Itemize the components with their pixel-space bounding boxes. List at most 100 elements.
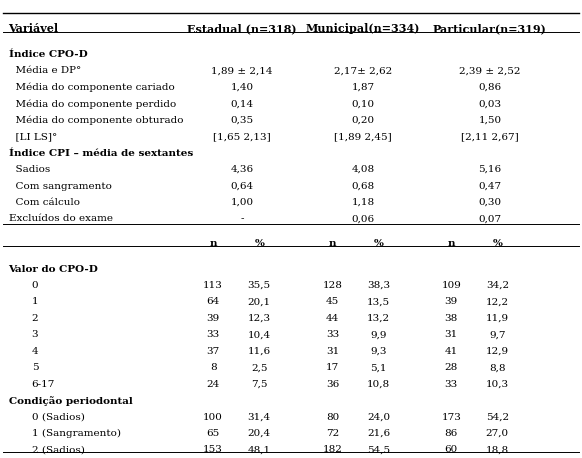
Text: 113: 113 xyxy=(203,281,223,290)
Text: 38,3: 38,3 xyxy=(367,281,390,290)
Text: 1 (Sangramento): 1 (Sangramento) xyxy=(31,429,120,438)
Text: 4,08: 4,08 xyxy=(352,165,375,174)
Text: 1,40: 1,40 xyxy=(230,83,254,92)
Text: Índice CPO-D: Índice CPO-D xyxy=(9,50,87,59)
Text: 35,5: 35,5 xyxy=(248,281,271,290)
Text: Média do componente cariado: Média do componente cariado xyxy=(9,83,174,93)
Text: 54,2: 54,2 xyxy=(486,413,509,422)
Text: 1,50: 1,50 xyxy=(478,116,502,125)
Text: 10,3: 10,3 xyxy=(486,380,509,389)
Text: 6-17: 6-17 xyxy=(31,380,55,389)
Text: 11,6: 11,6 xyxy=(248,347,271,356)
Text: 24: 24 xyxy=(207,380,220,389)
Text: 18,8: 18,8 xyxy=(486,446,509,454)
Text: 48,1: 48,1 xyxy=(248,446,271,454)
Text: 0,06: 0,06 xyxy=(352,214,375,224)
Text: Valor do CPO-D: Valor do CPO-D xyxy=(9,265,98,273)
Text: Municipal(n=334): Municipal(n=334) xyxy=(306,23,420,34)
Text: 0,07: 0,07 xyxy=(478,214,502,224)
Text: n: n xyxy=(210,239,217,248)
Text: 10,8: 10,8 xyxy=(367,380,390,389)
Text: 31: 31 xyxy=(326,347,339,356)
Text: 1,00: 1,00 xyxy=(230,198,254,207)
Text: Particular(n=319): Particular(n=319) xyxy=(433,23,546,34)
Text: 0,64: 0,64 xyxy=(230,181,254,191)
Text: 21,6: 21,6 xyxy=(367,429,390,438)
Text: 24,0: 24,0 xyxy=(367,413,390,422)
Text: %: % xyxy=(254,239,264,248)
Text: %: % xyxy=(374,239,384,248)
Text: Variável: Variável xyxy=(9,23,59,34)
Text: 10,4: 10,4 xyxy=(248,330,271,339)
Text: 54,5: 54,5 xyxy=(367,446,390,454)
Text: 0,68: 0,68 xyxy=(352,181,375,191)
Text: [1,65 2,13]: [1,65 2,13] xyxy=(213,132,271,141)
Text: 9,9: 9,9 xyxy=(370,330,387,339)
Text: n: n xyxy=(329,239,336,248)
Text: 12,9: 12,9 xyxy=(486,347,509,356)
Text: 13,5: 13,5 xyxy=(367,298,390,306)
Text: 27,0: 27,0 xyxy=(486,429,509,438)
Text: Média e DP°: Média e DP° xyxy=(9,66,81,76)
Text: 44: 44 xyxy=(326,314,339,323)
Text: 0,03: 0,03 xyxy=(478,99,502,109)
Text: 45: 45 xyxy=(326,298,339,306)
Text: 20,1: 20,1 xyxy=(248,298,271,306)
Text: 37: 37 xyxy=(207,347,220,356)
Text: 0: 0 xyxy=(31,281,38,290)
Text: 64: 64 xyxy=(207,298,220,306)
Text: 34,2: 34,2 xyxy=(486,281,509,290)
Text: 0,86: 0,86 xyxy=(478,83,502,92)
Text: 100: 100 xyxy=(203,413,223,422)
Text: 8: 8 xyxy=(210,363,217,372)
Text: [1,89 2,45]: [1,89 2,45] xyxy=(334,132,392,141)
Text: 4,36: 4,36 xyxy=(230,165,254,174)
Text: 72: 72 xyxy=(326,429,339,438)
Text: 41: 41 xyxy=(445,347,458,356)
Text: 38: 38 xyxy=(445,314,458,323)
Text: 2,17± 2,62: 2,17± 2,62 xyxy=(334,66,392,76)
Text: Índice CPI – média de sextantes: Índice CPI – média de sextantes xyxy=(9,149,193,158)
Text: 2 (Sadios): 2 (Sadios) xyxy=(31,446,84,454)
Text: 39: 39 xyxy=(445,298,458,306)
Text: -: - xyxy=(240,214,244,224)
Text: Com cálculo: Com cálculo xyxy=(9,198,80,207)
Text: 36: 36 xyxy=(326,380,339,389)
Text: [2,11 2,67]: [2,11 2,67] xyxy=(461,132,519,141)
Text: 39: 39 xyxy=(207,314,220,323)
Text: Sadios: Sadios xyxy=(9,165,50,174)
Text: n: n xyxy=(448,239,455,248)
Text: 9,7: 9,7 xyxy=(489,330,506,339)
Text: 12,3: 12,3 xyxy=(248,314,271,323)
Text: 65: 65 xyxy=(207,429,220,438)
Text: 33: 33 xyxy=(207,330,220,339)
Text: 128: 128 xyxy=(322,281,342,290)
Text: 0,30: 0,30 xyxy=(478,198,502,207)
Text: 2,5: 2,5 xyxy=(251,363,268,372)
Text: 1: 1 xyxy=(31,298,38,306)
Text: 11,9: 11,9 xyxy=(486,314,509,323)
Text: 0,14: 0,14 xyxy=(230,99,254,109)
Text: 3: 3 xyxy=(31,330,38,339)
Text: 12,2: 12,2 xyxy=(486,298,509,306)
Text: 20,4: 20,4 xyxy=(248,429,271,438)
Text: 33: 33 xyxy=(445,380,458,389)
Text: 31,4: 31,4 xyxy=(248,413,271,422)
Text: Estadual (n=318): Estadual (n=318) xyxy=(187,23,297,34)
Text: 1,87: 1,87 xyxy=(352,83,375,92)
Text: 109: 109 xyxy=(441,281,461,290)
Text: 0,10: 0,10 xyxy=(352,99,375,109)
Text: Condição periodontal: Condição periodontal xyxy=(9,396,132,406)
Text: 0,35: 0,35 xyxy=(230,116,254,125)
Text: 33: 33 xyxy=(326,330,339,339)
Text: 1,18: 1,18 xyxy=(352,198,375,207)
Text: 182: 182 xyxy=(322,446,342,454)
Text: Média do componente perdido: Média do componente perdido xyxy=(9,99,176,109)
Text: 28: 28 xyxy=(445,363,458,372)
Text: Excluídos do exame: Excluídos do exame xyxy=(9,214,112,224)
Text: 173: 173 xyxy=(441,413,461,422)
Text: %: % xyxy=(492,239,502,248)
Text: 60: 60 xyxy=(445,446,458,454)
Text: 13,2: 13,2 xyxy=(367,314,390,323)
Text: 8,8: 8,8 xyxy=(489,363,506,372)
